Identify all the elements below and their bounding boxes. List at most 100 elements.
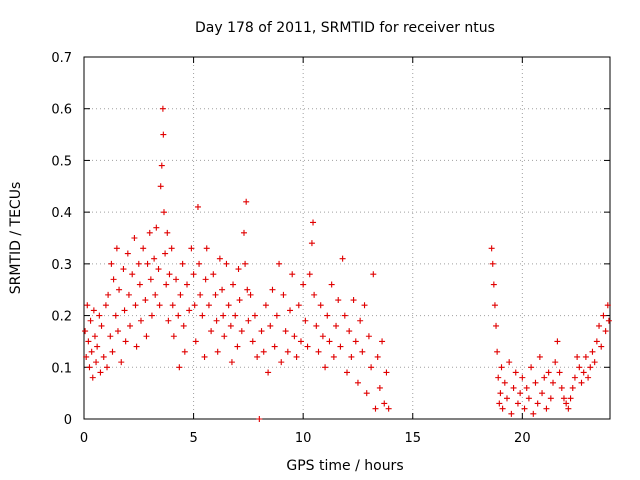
- data-point: [223, 260, 230, 267]
- data-point: [605, 317, 612, 324]
- data-point: [359, 348, 366, 355]
- data-point: [354, 379, 361, 386]
- data-point: [158, 162, 165, 169]
- data-point: [181, 348, 188, 355]
- data-point: [190, 271, 197, 278]
- data-point: [169, 302, 176, 309]
- data-point: [593, 338, 600, 345]
- data-point: [497, 390, 504, 397]
- data-point: [567, 395, 574, 402]
- data-point: [254, 353, 261, 360]
- data-point: [245, 317, 252, 324]
- data-point: [604, 302, 611, 309]
- data-point: [339, 255, 346, 262]
- data-point: [565, 405, 572, 412]
- data-point: [144, 260, 151, 267]
- data-point: [256, 416, 263, 422]
- data-point: [545, 369, 552, 376]
- data-point: [335, 297, 342, 304]
- data-point: [140, 245, 147, 252]
- data-point: [558, 384, 565, 391]
- data-point: [267, 322, 274, 329]
- data-point: [341, 312, 348, 319]
- data-point: [236, 297, 243, 304]
- data-point: [177, 291, 184, 298]
- x-tick-label: 5: [189, 431, 197, 446]
- data-point: [330, 353, 337, 360]
- data-point: [501, 379, 508, 386]
- data-point: [536, 353, 543, 360]
- data-point: [310, 219, 317, 226]
- data-point: [205, 302, 212, 309]
- data-point: [84, 302, 91, 309]
- data-point: [269, 286, 276, 293]
- data-point: [291, 333, 298, 340]
- data-point: [227, 322, 234, 329]
- data-point: [238, 328, 245, 335]
- data-point: [578, 379, 585, 386]
- data-point: [554, 338, 561, 345]
- data-point: [503, 395, 510, 402]
- y-tick-label: 0.2: [51, 310, 72, 325]
- data-point: [216, 255, 223, 262]
- data-point: [202, 276, 209, 283]
- data-point: [512, 369, 519, 376]
- data-point: [282, 328, 289, 335]
- data-point: [118, 359, 125, 366]
- data-point: [124, 250, 131, 257]
- data-point: [91, 333, 98, 340]
- data-point: [488, 245, 495, 252]
- data-point: [114, 328, 121, 335]
- data-point: [89, 374, 96, 381]
- data-point: [598, 343, 605, 350]
- data-point: [289, 271, 296, 278]
- data-point: [194, 203, 201, 210]
- data-point: [322, 364, 329, 371]
- data-point: [90, 307, 97, 314]
- data-point: [260, 348, 267, 355]
- data-point: [541, 374, 548, 381]
- x-tick-label: 10: [295, 431, 312, 446]
- data-point: [199, 312, 206, 319]
- data-point: [596, 322, 603, 329]
- data-point: [271, 343, 278, 350]
- data-point: [234, 343, 241, 350]
- data-point: [508, 410, 515, 417]
- data-point: [563, 400, 570, 407]
- data-point: [153, 224, 160, 231]
- axis-ticks: 0 0.1 0.2 0.3 0.4 0.5 0.6 0.7 0 5 10 15 20: [51, 51, 610, 446]
- data-point: [580, 369, 587, 376]
- data-point: [235, 266, 242, 273]
- data-point: [600, 312, 607, 319]
- data-point: [543, 405, 550, 412]
- data-point: [346, 328, 353, 335]
- data-point: [517, 390, 524, 397]
- data-point: [122, 338, 129, 345]
- data-point: [530, 410, 537, 417]
- data-point: [521, 405, 528, 412]
- data-point: [83, 353, 90, 360]
- data-point: [308, 240, 315, 247]
- data-point: [348, 353, 355, 360]
- data-point: [129, 271, 136, 278]
- data-point: [160, 131, 167, 138]
- data-point: [100, 353, 107, 360]
- data-point: [243, 198, 250, 205]
- data-point: [87, 317, 94, 324]
- data-point: [208, 328, 215, 335]
- data-point: [591, 359, 598, 366]
- data-point: [116, 286, 123, 293]
- data-point: [191, 302, 198, 309]
- data-point: [151, 255, 158, 262]
- data-point: [137, 317, 144, 324]
- chart-title: Day 178 of 2011, SRMTID for receiver ntu…: [195, 20, 495, 36]
- data-point: [219, 286, 226, 293]
- data-point: [589, 348, 596, 355]
- data-point: [297, 338, 304, 345]
- data-point: [499, 405, 506, 412]
- data-point: [306, 271, 313, 278]
- data-point: [273, 312, 280, 319]
- data-point: [147, 276, 154, 283]
- data-point: [213, 317, 220, 324]
- data-point: [560, 395, 567, 402]
